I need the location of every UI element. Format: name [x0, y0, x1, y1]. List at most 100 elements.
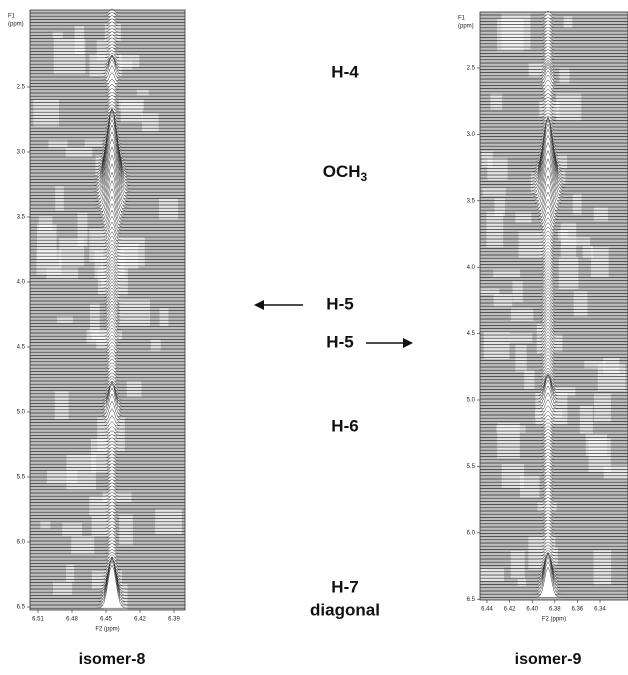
spectrum-trace [480, 445, 628, 451]
spectrum-trace [480, 42, 628, 48]
y-tick-label: 3.5 [17, 215, 26, 221]
spectrum-trace [480, 93, 628, 99]
noise-patch [150, 339, 161, 351]
spectrum-trace [480, 379, 628, 403]
noise-patch [551, 334, 563, 352]
spectrum-trace [30, 47, 185, 52]
spectrum-trace [480, 205, 628, 224]
noise-patch [62, 522, 82, 536]
spectrum-trace [480, 374, 628, 390]
spectrum-trace [30, 65, 185, 81]
spectrum-trace [480, 493, 628, 499]
spectrum-trace [30, 262, 185, 273]
spectrum-trace [480, 321, 628, 333]
spectrum-trace [30, 274, 185, 286]
spectrum-trace [480, 522, 628, 528]
spectrum-trace [30, 348, 185, 356]
noise-patch [563, 16, 573, 28]
spectrum-trace [480, 351, 628, 361]
spectrum-trace [480, 327, 628, 339]
noise-patch [494, 198, 505, 217]
noise-patch [584, 360, 606, 369]
noise-patch [94, 250, 103, 280]
spectrum-panel: F1 (ppm) 2.5 3.0 3.5 4.0 4.5 5.0 5.5 6.0 6.5 6.44 6.… [458, 10, 628, 623]
spectrum-trace [480, 299, 628, 310]
spectrum-trace [480, 318, 628, 329]
noise-patch [59, 238, 85, 267]
spectrum-trace [480, 26, 628, 32]
spectrum-trace [480, 373, 628, 393]
spectrum-trace [480, 130, 628, 147]
spectrum-trace [480, 525, 628, 531]
noise-patch [558, 257, 579, 290]
noise-patch [84, 139, 103, 147]
spectrum-trace [30, 297, 185, 308]
noise-patch [515, 212, 532, 224]
caption: isomer-8 [79, 651, 146, 668]
spectrum-trace [30, 501, 185, 507]
peak-label: H-4 [331, 62, 359, 81]
axis-label: F2 (ppm) [95, 627, 119, 633]
spectrum-trace [30, 37, 185, 43]
spectrum-trace [480, 538, 628, 544]
spectrum-trace [480, 552, 628, 579]
spectrum-trace [30, 440, 185, 446]
panel-frame [479, 11, 628, 601]
spectrum-trace [30, 372, 185, 379]
spectrum-trace [30, 358, 185, 366]
spectrum-trace [30, 307, 185, 318]
spectrum-trace [480, 551, 628, 560]
label-text: OCH [323, 162, 361, 181]
spectrum-trace [480, 13, 628, 19]
spectrum-trace [480, 112, 628, 118]
spectrum-trace [480, 541, 628, 547]
spectrum-trace [480, 506, 628, 512]
spectrum-trace [30, 450, 185, 455]
spectrum-trace [480, 315, 628, 326]
spectrum-trace [480, 337, 628, 349]
spectrum-trace [480, 129, 628, 141]
noise-patch [119, 299, 151, 326]
noise-patch [591, 247, 609, 277]
spectrum-trace [480, 211, 628, 227]
spectrum-trace [30, 253, 185, 263]
noise-patch [490, 93, 503, 110]
noise-patch [114, 60, 133, 70]
noise-patch [54, 391, 69, 420]
spectrum-trace [480, 553, 628, 589]
spectrum-trace [30, 268, 185, 279]
noise-patch [480, 567, 505, 582]
spectrum-trace [30, 472, 185, 478]
spectrum-trace [30, 511, 185, 516]
noise-patch [57, 316, 73, 323]
spectrum-trace [30, 400, 185, 420]
spectrum-trace [480, 79, 628, 89]
spectrum-trace [480, 287, 628, 297]
spectrum-trace [30, 482, 185, 487]
spectrum-trace [480, 222, 628, 233]
spectrum-trace [480, 497, 628, 502]
noise-patch [118, 99, 144, 111]
spectrum-trace [480, 130, 628, 150]
spectrum-trace [30, 78, 185, 87]
spectrum-trace [30, 243, 185, 254]
noise-patch [71, 536, 95, 555]
spectrum-trace [480, 553, 628, 576]
spectrum-trace [30, 485, 185, 491]
spectrum-trace [30, 163, 185, 212]
spectrum-trace [30, 256, 185, 267]
spectrum-trace [30, 421, 185, 430]
spectrum-trace [480, 554, 628, 573]
y-tick-label: 4.0 [17, 280, 26, 286]
spectrum-trace [480, 334, 628, 345]
spectrum-trace [480, 61, 628, 70]
spectrum-trace [30, 564, 185, 609]
spectrum-trace [480, 532, 628, 537]
spectrum-trace [30, 34, 185, 39]
spectrum-trace [480, 23, 628, 29]
spectrum-trace [480, 127, 628, 157]
spectrum-trace [30, 504, 185, 510]
spectrum-trace [30, 463, 185, 468]
spectrum-panel: F1 (ppm) 2.5 3.0 3.5 4.0 4.5 5.0 5.5 6.0 6.5 6.51 6.… [8, 8, 186, 633]
spectrum-trace [30, 317, 185, 327]
